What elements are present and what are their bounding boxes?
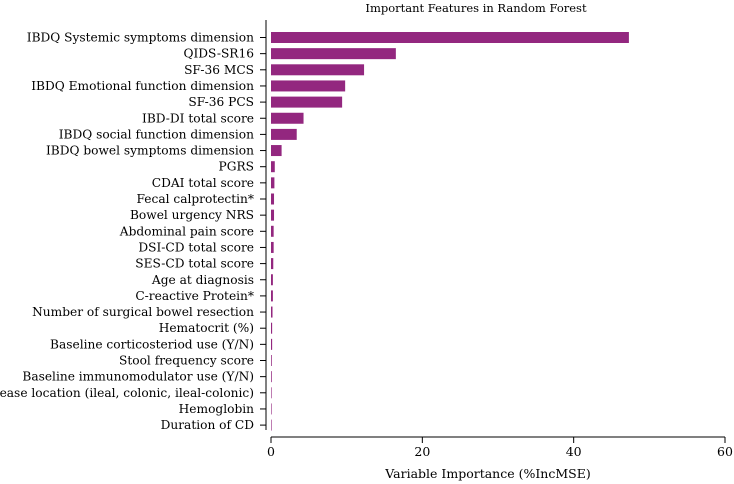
x-tick-label-60: 60 (717, 444, 733, 459)
bar-ibdq-social-function-dimension (271, 128, 297, 140)
x-tick-label-0: 0 (267, 444, 275, 459)
label-duration-of-cd: Duration of CD (161, 418, 255, 432)
category-labels: IBDQ Systemic symptoms dimension QIDS-SR1… (0, 31, 266, 432)
chart-title: Important Features in Random Forest (365, 1, 587, 15)
label-ibdq-systemic-symptoms-dimension: IBDQ Systemic symptoms dimension (27, 31, 254, 45)
bar-cdai-total-score (271, 177, 275, 189)
bar-stool-frequency-score (271, 355, 272, 366)
label-qids-sr16: QIDS-SR16 (183, 47, 254, 61)
label-c-reactive-protein: C-reactive Protein* (135, 289, 254, 303)
x-axis-label: Variable Importance (%IncMSE) (384, 466, 590, 481)
bar-dsi-cd-total-score (271, 241, 274, 253)
bar-age-at-diagnosis (271, 274, 273, 286)
x-tick-label-20: 20 (414, 444, 430, 459)
bar-hematocrit (271, 322, 273, 334)
label-pgrs: PGRS (219, 160, 254, 174)
bar-hemoglobin (271, 403, 272, 415)
label-baseline-corticosteriod-use-y-n: Baseline corticosteriod use (Y/N) (50, 337, 254, 351)
label-ibd-di-total-score: IBD-DI total score (142, 111, 254, 125)
label-hematocrit: Hematocrit (%) (159, 321, 254, 335)
x-ticks: 0 20 40 60 (267, 437, 733, 459)
bar-sf-36-mcs (271, 64, 365, 76)
label-ibdq-social-function-dimension: IBDQ social function dimension (59, 127, 254, 141)
bar-baseline-corticosteriod-use-y-n (271, 338, 273, 350)
label-sf-36-mcs: SF-36 MCS (184, 63, 254, 77)
bar-c-reactive-protein (271, 290, 273, 302)
label-dsi-cd-total-score: DSI-CD total score (138, 240, 254, 254)
label-cdai-total-score: CDAI total score (152, 176, 254, 190)
x-tick-label-40: 40 (566, 444, 582, 459)
label-stool-frequency-score: Stool frequency score (119, 354, 254, 368)
label-bowel-urgency-nrs: Bowel urgency NRS (130, 208, 254, 222)
label-fecal-calprotectin: Fecal calprotectin* (137, 192, 255, 206)
label-baseline-immunomodulator-use-y-n: Baseline immunomodulator use (Y/N) (22, 370, 254, 384)
label-ibdq-emotional-function-dimension: IBDQ Emotional function dimension (31, 79, 254, 93)
bar-disease-location-ileal-colonic-ileal-colonic (271, 387, 272, 399)
label-ses-cd-total-score: SES-CD total score (135, 257, 254, 271)
bar-pgrs (271, 161, 275, 173)
bar-ibdq-bowel-symptoms-dimension (271, 145, 282, 157)
bar-number-of-surgical-bowel-resection (271, 306, 273, 318)
bar-sf-36-pcs (271, 96, 343, 108)
bar-baseline-immunomodulator-use-y-n (271, 371, 272, 383)
bar-ses-cd-total-score (271, 258, 274, 270)
label-number-of-surgical-bowel-resection: Number of surgical bowel resection (32, 305, 254, 319)
bar-fecal-calprotectin (271, 193, 275, 205)
bar-bowel-urgency-nrs (271, 209, 275, 221)
label-hemoglobin: Hemoglobin (179, 402, 254, 416)
bar-ibdq-systemic-symptoms-dimension (271, 32, 629, 43)
bar-abdominal-pain-score (271, 225, 274, 237)
bar-duration-of-cd (271, 419, 272, 431)
bar-ibd-di-total-score (271, 112, 304, 124)
bar-ibdq-emotional-function-dimension (271, 80, 346, 92)
bar-qids-sr16 (271, 48, 396, 60)
bars-group (271, 32, 629, 431)
label-disease-location-ileal-colonic-ileal-colonic: Disease location (ileal, colonic, ileal-… (0, 386, 254, 400)
label-ibdq-bowel-symptoms-dimension: IBDQ bowel symptoms dimension (46, 144, 254, 158)
label-age-at-diagnosis: Age at diagnosis (151, 273, 254, 287)
label-abdominal-pain-score: Abdominal pain score (119, 224, 254, 238)
label-sf-36-pcs: SF-36 PCS (188, 95, 254, 109)
